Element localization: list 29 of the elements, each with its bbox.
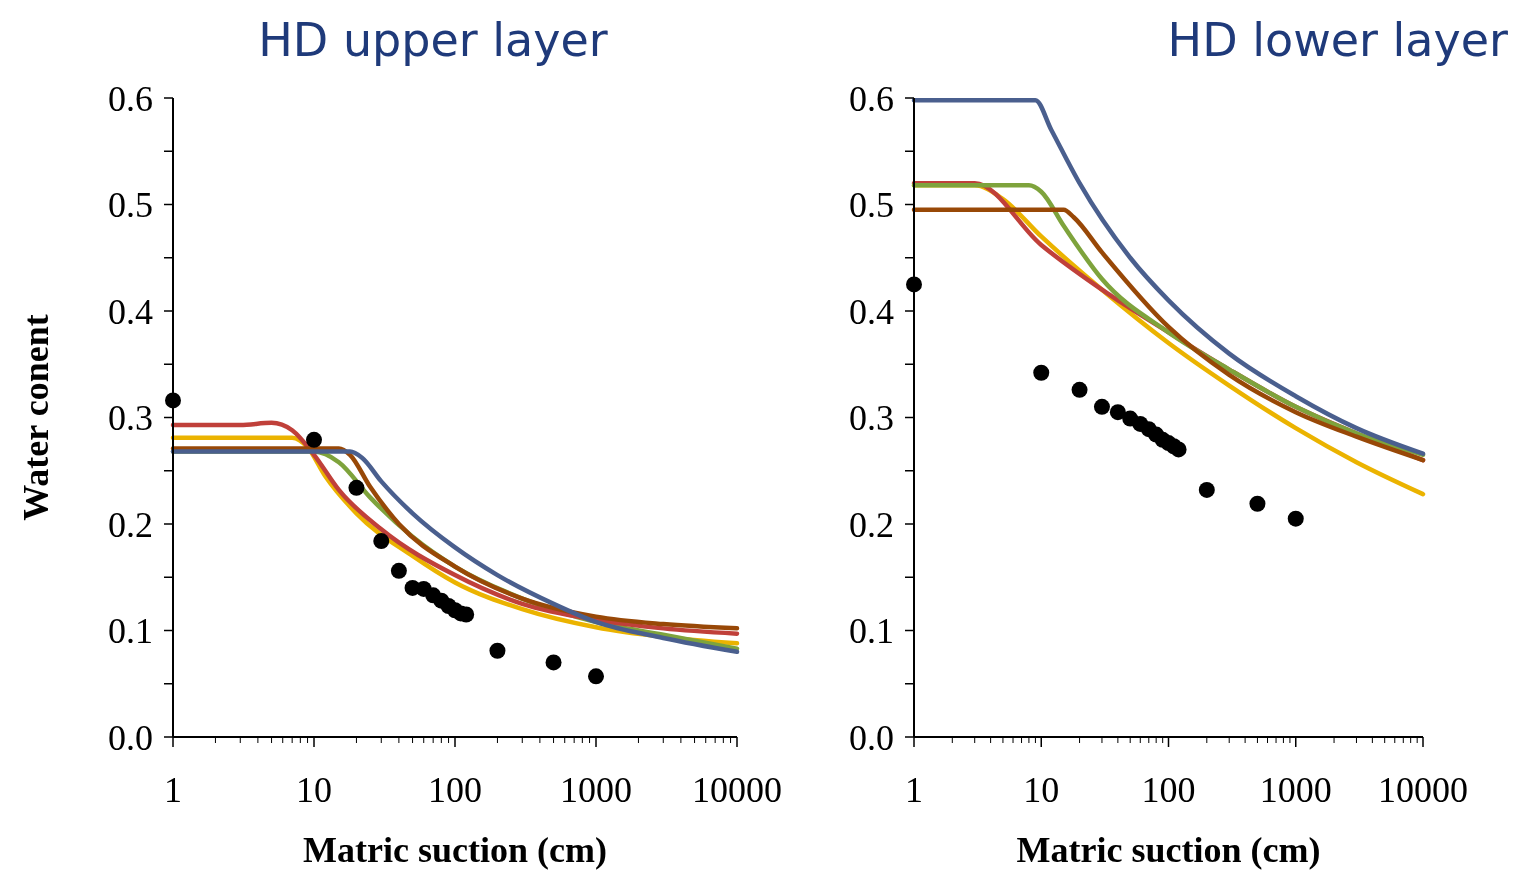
y-tick-label: 0.2 — [849, 504, 894, 545]
y-tick-label: 0.6 — [849, 78, 894, 119]
x-tick-label: 100 — [1141, 770, 1196, 810]
x-axis-title: Matric suction (cm) — [303, 830, 607, 870]
x-tick-label: 10 — [296, 770, 332, 810]
y-tick-label: 0.1 — [849, 611, 894, 652]
y-tick-label: 0.4 — [849, 291, 894, 332]
y-tick-label: 0.2 — [108, 504, 153, 545]
y-tick-label: 0.6 — [108, 78, 153, 119]
y-axis-title: Water conent — [16, 314, 56, 521]
x-tick-label: 1000 — [1259, 770, 1332, 810]
x-tick-label: 10000 — [692, 770, 782, 810]
x-tick-label: 1 — [164, 770, 182, 810]
y-tick-label: 0.5 — [849, 185, 894, 226]
x-tick-label: 1000 — [560, 770, 632, 810]
x-tick-label: 100 — [428, 770, 482, 810]
y-tick-label: 0.0 — [849, 717, 894, 758]
y-tick-label: 0.4 — [108, 291, 153, 332]
x-tick-label: 10000 — [1378, 770, 1468, 810]
x-tick-label: 10 — [1023, 770, 1060, 810]
chart-title: HD lower layer — [1167, 13, 1509, 67]
y-tick-label: 0.3 — [108, 398, 153, 439]
x-axis-title: Matric suction (cm) — [1016, 830, 1321, 870]
y-tick-label: 0.5 — [108, 185, 153, 226]
x-tick-label: 1 — [905, 770, 923, 810]
chart-title: HD upper layer — [258, 13, 608, 67]
y-tick-label: 0.3 — [849, 398, 894, 439]
y-tick-label: 0.1 — [108, 611, 153, 652]
y-tick-label: 0.0 — [108, 717, 153, 758]
